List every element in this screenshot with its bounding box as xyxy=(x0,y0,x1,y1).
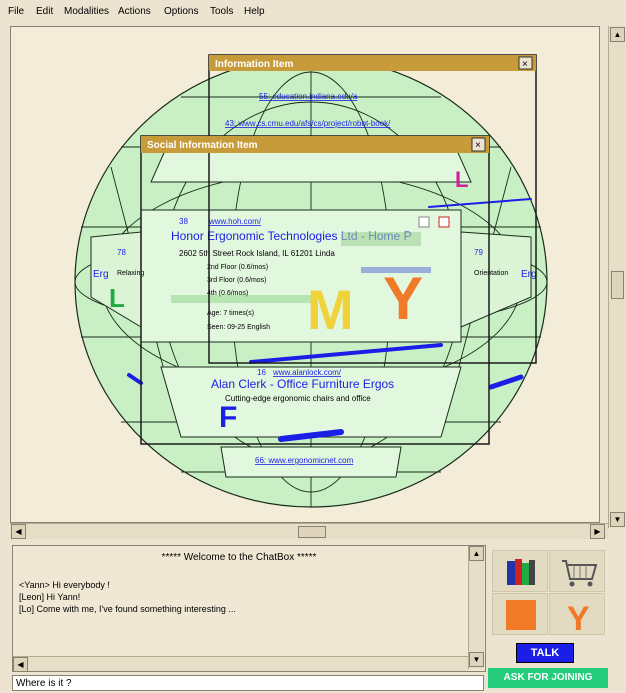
right-card[interactable] xyxy=(460,231,532,328)
info-window-close-button[interactable] xyxy=(518,56,533,70)
horizontal-scrollbar[interactable]: ◀ ▶ xyxy=(10,523,608,539)
cart-modality-button[interactable] xyxy=(549,550,605,592)
panel-bottom-link[interactable] xyxy=(220,446,402,478)
orange-square-icon xyxy=(506,600,536,630)
menu-actions[interactable]: Actions xyxy=(118,6,151,17)
bottom-card-number: 16 xyxy=(257,368,266,377)
info-window-title: Information Item xyxy=(215,59,293,70)
menu-modalities[interactable]: Modalities xyxy=(64,6,110,17)
scroll-down-icon[interactable]: ▼ xyxy=(610,512,625,527)
avatar-letter-m: M xyxy=(307,278,354,341)
chat-input[interactable] xyxy=(12,675,484,691)
menu-file[interactable]: File xyxy=(8,6,25,17)
right-card-number: 79 xyxy=(474,248,483,257)
left-card-text: Relaxing xyxy=(117,270,144,277)
letter-y-modality-button[interactable]: Y xyxy=(549,593,605,638)
center-checkbox-1[interactable] xyxy=(418,216,430,228)
letter-y-icon: Y xyxy=(567,600,590,638)
cart-icon xyxy=(562,560,598,587)
bottom-link[interactable]: 66: www.ergonomicnet.com xyxy=(255,456,354,465)
right-card-text: Orientation xyxy=(474,270,508,277)
avatar-letter-l-pink: L xyxy=(455,167,468,192)
panel-bottom xyxy=(160,366,462,438)
detail-1: 2nd Floor (0.6/mos) xyxy=(207,264,268,271)
vertical-scroll-thumb[interactable] xyxy=(611,271,624,299)
talk-button[interactable]: TALK xyxy=(516,643,574,663)
right-card-title: Erg xyxy=(521,269,537,280)
top-link-2[interactable]: 43: www.cs.cmu.edu/afs/cs/project/robot-… xyxy=(225,119,391,128)
detail-2: 3rd Floor (0.6/mos) xyxy=(207,277,267,284)
chat-message: <Yann> Hi everybody ! xyxy=(19,580,110,590)
detail-3: 4th (0.6/mos) xyxy=(207,290,248,297)
info-window-titlebar[interactable] xyxy=(209,55,536,71)
chat-box[interactable]: ***** Welcome to the ChatBox ***** <Yann… xyxy=(12,545,486,672)
avatar-modality-button[interactable] xyxy=(492,593,548,635)
books-icon xyxy=(507,559,535,585)
center-highlight xyxy=(341,232,421,246)
books-modality-button[interactable] xyxy=(492,550,548,592)
svg-text:Y: Y xyxy=(567,600,590,636)
scroll-up-icon[interactable]: ▲ xyxy=(469,546,484,561)
avatar-letter-y: Y xyxy=(383,265,423,332)
3d-viewport[interactable]: 55: education.indiana.edu/a 43: www.cs.c… xyxy=(10,26,600,523)
avatar-letter-f-blue: F xyxy=(219,401,237,434)
menu-bar: File Edit Modalities Actions Options Too… xyxy=(0,0,626,24)
bottom-card-subtitle: Cutting-edge ergonomic chairs and office xyxy=(225,394,371,403)
vertical-scrollbar[interactable]: ▲ ▼ xyxy=(608,26,625,528)
center-bar xyxy=(171,295,311,303)
scroll-right-icon[interactable]: ▶ xyxy=(590,524,605,539)
horizontal-scroll-thumb[interactable] xyxy=(298,526,326,538)
ask-for-joining-button[interactable]: ASK FOR JOINING xyxy=(488,668,608,688)
center-card-number: 38 xyxy=(179,217,188,226)
bottom-card-title: Alan Clerk - Office Furniture Ergos xyxy=(211,377,394,391)
left-card-title: Erg xyxy=(93,269,109,280)
social-window-titlebar[interactable] xyxy=(141,136,489,153)
scroll-up-icon[interactable]: ▲ xyxy=(610,27,625,42)
avatar-letter-l-green: L xyxy=(109,283,125,313)
close-icon: × xyxy=(522,59,528,70)
chat-message: [Leon] Hi Yann! xyxy=(19,592,81,602)
center-card-url[interactable]: www.hoh.com/ xyxy=(208,217,262,226)
menu-help[interactable]: Help xyxy=(244,6,265,17)
bottom-card-url[interactable]: www.alanlock.com/ xyxy=(272,368,342,377)
scroll-down-icon[interactable]: ▼ xyxy=(469,652,484,667)
menu-edit[interactable]: Edit xyxy=(36,6,54,17)
top-link-1[interactable]: 55: education.indiana.edu/a xyxy=(259,92,358,101)
social-window-title: Social Information Item xyxy=(147,140,258,151)
chat-message: [Lo] Come with me, I've found something … xyxy=(19,604,236,614)
left-card-number: 78 xyxy=(117,248,126,257)
menu-options[interactable]: Options xyxy=(164,6,199,17)
chat-header: ***** Welcome to the ChatBox ***** xyxy=(161,552,317,563)
detail-5: Seen: 09-25 English xyxy=(207,324,270,331)
menu-tools[interactable]: Tools xyxy=(210,6,234,17)
social-window-close-button[interactable] xyxy=(471,137,486,152)
scroll-left-icon[interactable]: ◀ xyxy=(11,524,26,539)
detail-4: Age: 7 times(s) xyxy=(207,310,254,317)
avatar-beams xyxy=(127,198,532,442)
scroll-left-icon[interactable]: ◀ xyxy=(13,657,28,672)
modalities-panel: Y xyxy=(490,548,605,638)
close-icon: × xyxy=(475,140,481,151)
chat-scrollbar[interactable]: ▲ ▼ xyxy=(468,546,484,669)
chat-hscrollbar[interactable]: ◀ xyxy=(13,656,468,672)
center-blue-bar xyxy=(361,267,431,273)
center-checkbox-2[interactable] xyxy=(438,216,450,228)
center-card-address: 2602 5th Street Rock Island, IL 61201 Li… xyxy=(179,249,335,258)
sphere-scene: 55: education.indiana.edu/a 43: www.cs.c… xyxy=(74,54,548,508)
